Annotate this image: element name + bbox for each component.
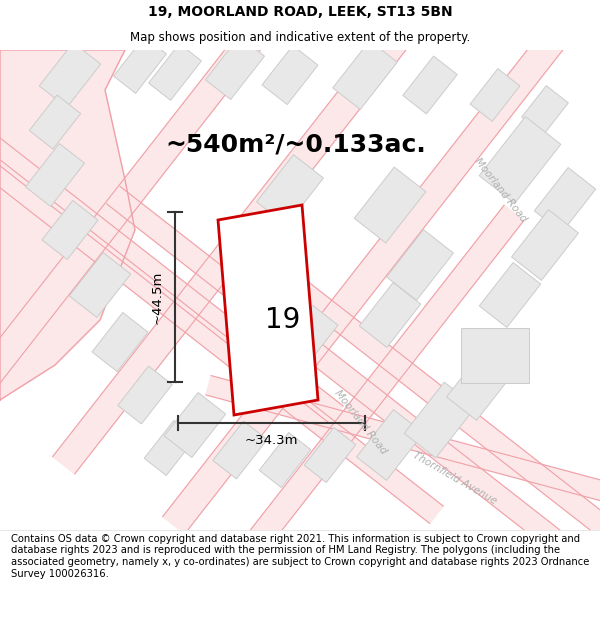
Text: Contains OS data © Crown copyright and database right 2021. This information is : Contains OS data © Crown copyright and d… (11, 534, 589, 579)
Polygon shape (479, 117, 561, 203)
Polygon shape (239, 242, 301, 308)
Text: ~540m²/~0.133ac.: ~540m²/~0.133ac. (165, 133, 426, 157)
Polygon shape (304, 428, 356, 483)
Text: Map shows position and indicative extent of the property.: Map shows position and indicative extent… (130, 31, 470, 44)
Polygon shape (164, 392, 226, 458)
Polygon shape (0, 50, 135, 400)
Polygon shape (218, 205, 318, 415)
Polygon shape (386, 229, 454, 301)
Polygon shape (333, 41, 397, 109)
Text: 19: 19 (265, 306, 301, 334)
Polygon shape (403, 56, 457, 114)
Polygon shape (0, 137, 443, 523)
Polygon shape (521, 86, 568, 134)
Polygon shape (282, 306, 338, 364)
Polygon shape (39, 42, 101, 107)
Text: ~44.5m: ~44.5m (151, 270, 163, 324)
Polygon shape (356, 409, 424, 481)
Polygon shape (0, 50, 600, 530)
Polygon shape (461, 328, 529, 382)
Polygon shape (144, 421, 196, 476)
Polygon shape (512, 209, 578, 281)
Polygon shape (149, 44, 202, 101)
Polygon shape (205, 36, 265, 99)
Text: Thornfield Avenue: Thornfield Avenue (412, 450, 499, 506)
Polygon shape (107, 187, 593, 573)
Polygon shape (479, 262, 541, 328)
Text: 19, MOORLAND ROAD, LEEK, ST13 5BN: 19, MOORLAND ROAD, LEEK, ST13 5BN (148, 6, 452, 19)
Polygon shape (53, 0, 567, 474)
Polygon shape (237, 237, 600, 623)
Polygon shape (470, 69, 520, 121)
Polygon shape (196, 205, 524, 615)
Polygon shape (359, 282, 421, 348)
Polygon shape (206, 376, 600, 524)
Polygon shape (354, 167, 426, 243)
Text: Moorland Road: Moorland Road (472, 156, 528, 224)
Polygon shape (163, 0, 600, 534)
Polygon shape (404, 382, 476, 458)
Polygon shape (113, 37, 166, 93)
Polygon shape (118, 366, 172, 424)
Text: ~34.3m: ~34.3m (245, 434, 298, 447)
Text: Moorland Road: Moorland Road (332, 388, 388, 456)
Polygon shape (0, 37, 343, 423)
Polygon shape (262, 46, 318, 104)
Polygon shape (29, 95, 80, 149)
Polygon shape (92, 312, 148, 371)
Polygon shape (446, 349, 514, 421)
Polygon shape (42, 201, 98, 259)
Polygon shape (25, 144, 85, 206)
Polygon shape (259, 432, 311, 488)
Polygon shape (534, 168, 596, 232)
Polygon shape (0, 0, 437, 454)
Polygon shape (257, 154, 323, 226)
Polygon shape (69, 253, 131, 318)
Polygon shape (213, 421, 267, 479)
